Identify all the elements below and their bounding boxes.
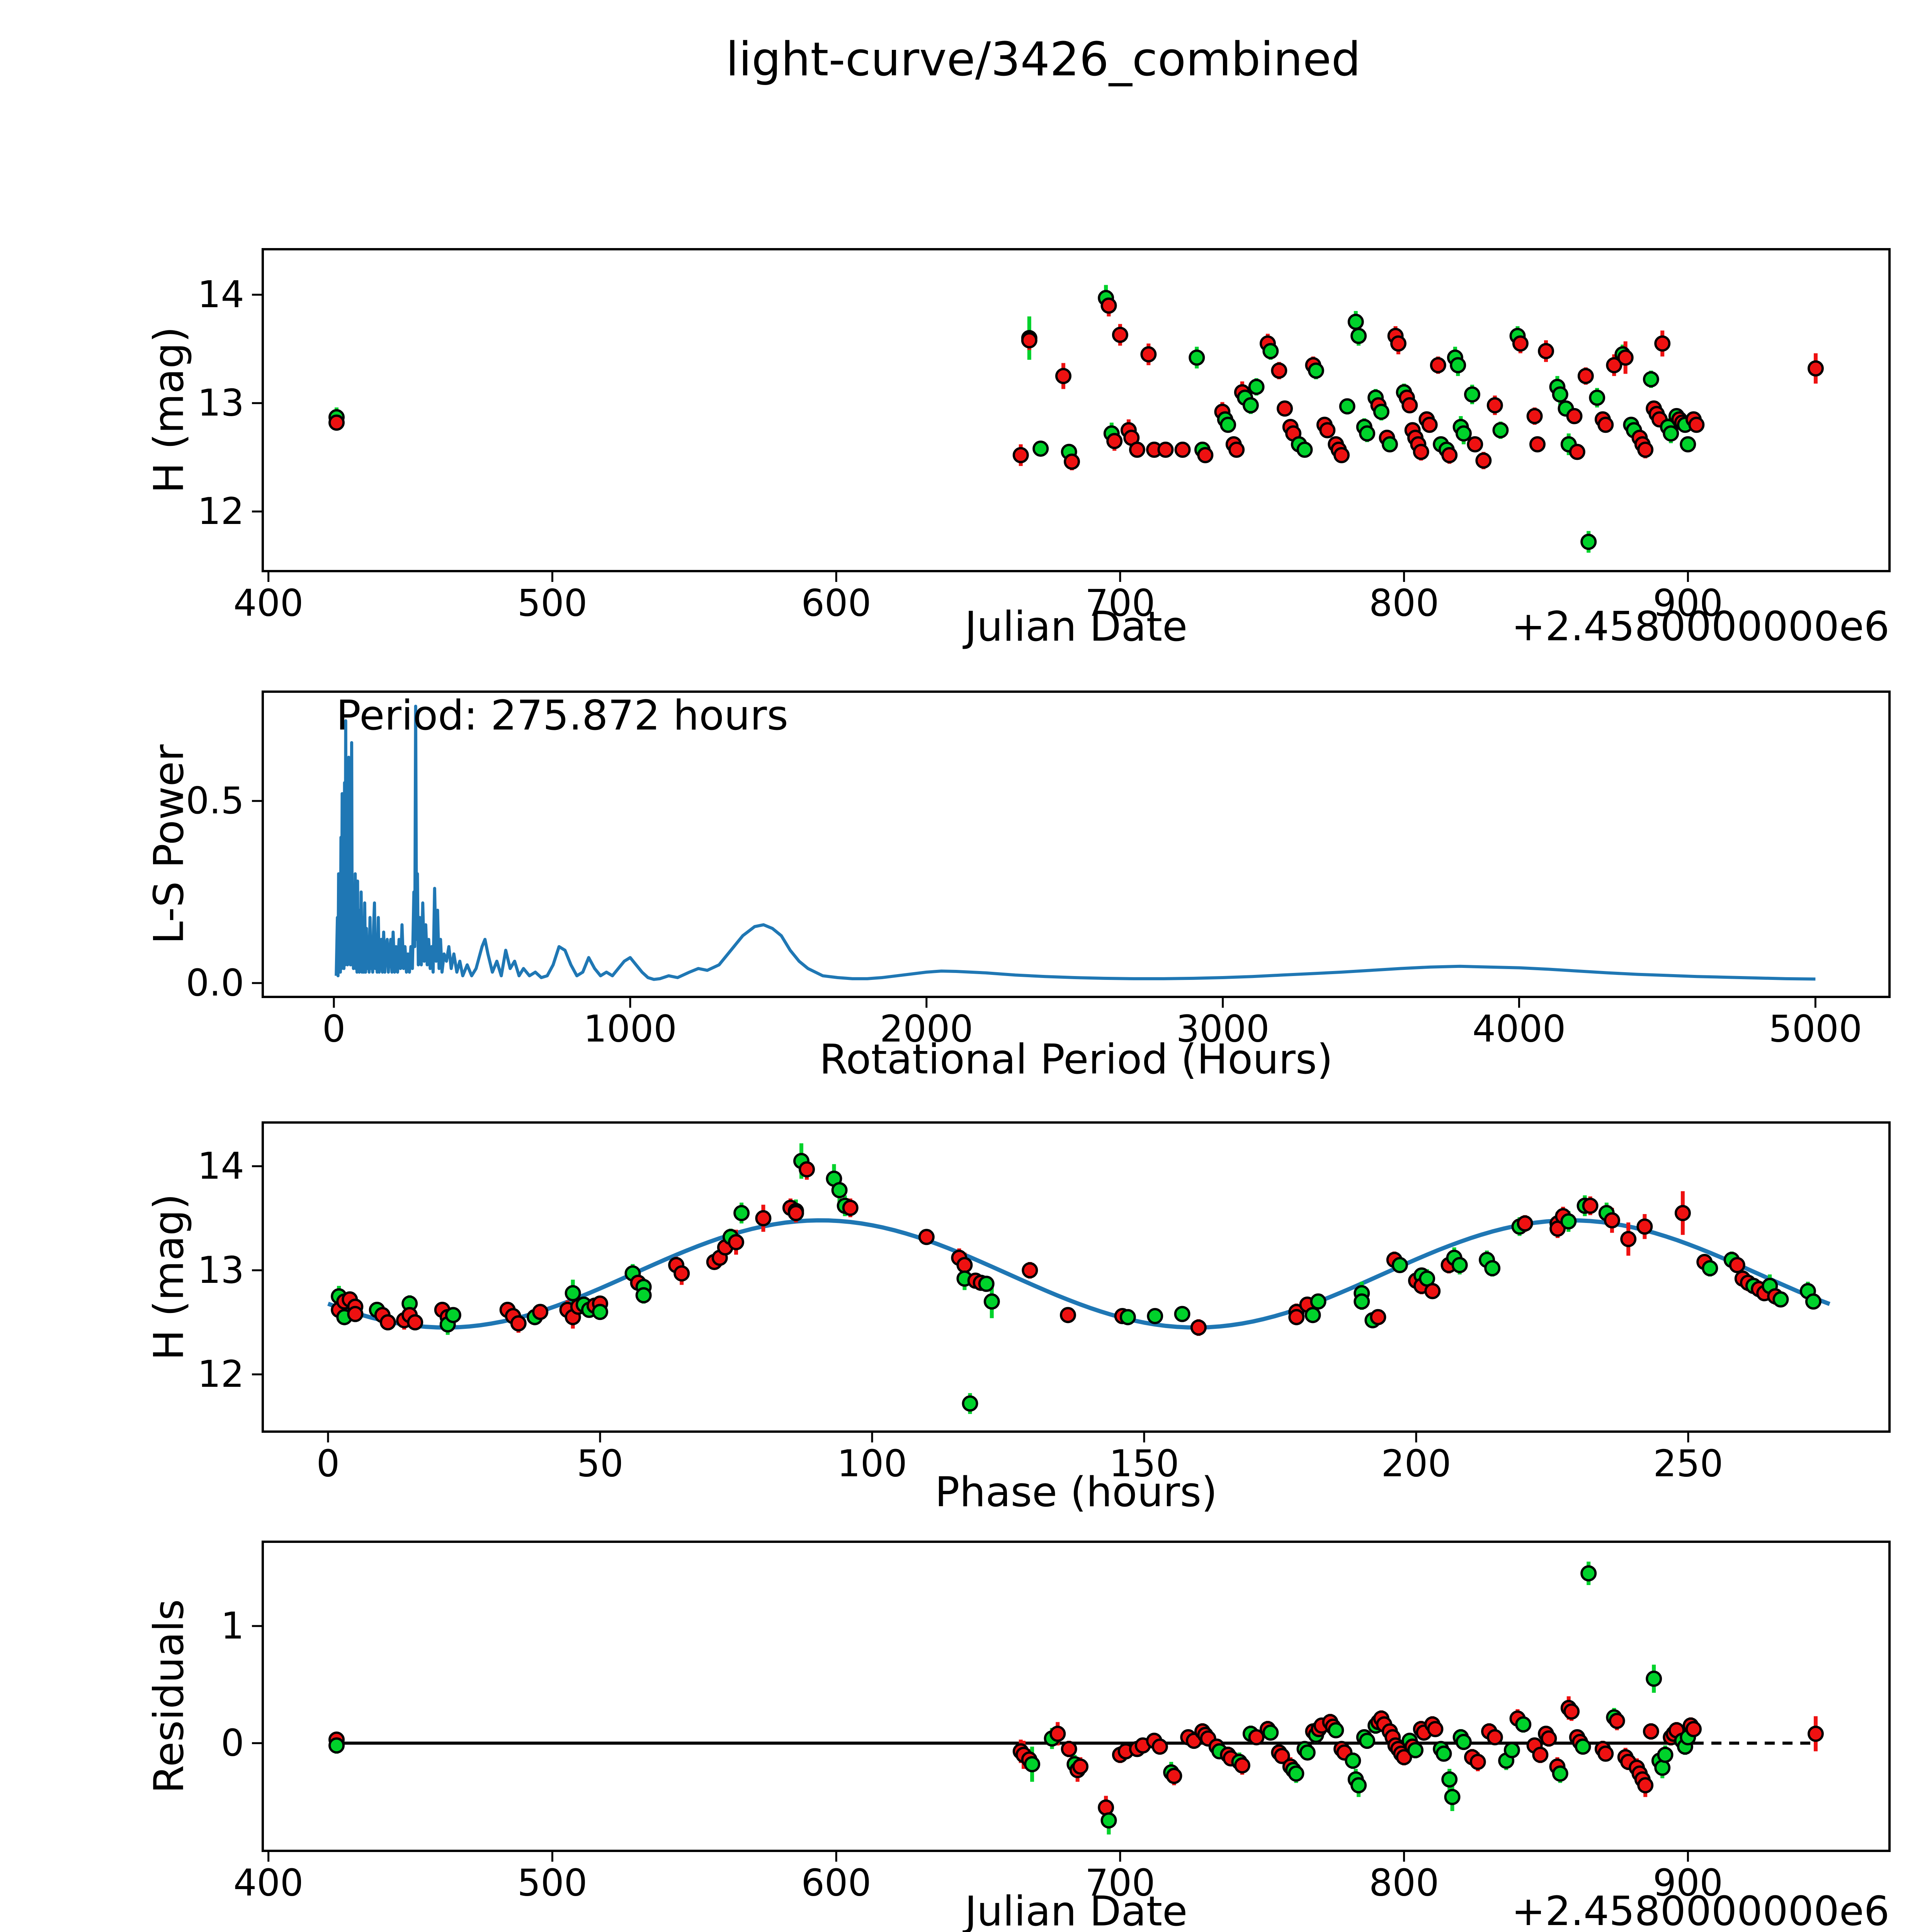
x-tick-label: 1000 xyxy=(583,1008,677,1051)
p3-ylabel: H (mag) xyxy=(145,1194,193,1361)
periodogram-annotation: Period: 275.872 hours xyxy=(336,692,788,739)
x-tick-label: 150 xyxy=(1109,1443,1179,1485)
x-tick-label: 500 xyxy=(517,1862,587,1905)
y-tick-label: 14 xyxy=(197,1145,244,1187)
panel-residuals-jd: 400 500 600 700 800 900 1 0 xyxy=(221,1541,1891,1905)
lightcurve-jd-plot-area xyxy=(328,285,1824,553)
panel-lightcurve-jd: 400 500 600 700 800 900 14 13 12 xyxy=(197,248,1891,625)
p4-xlabel: Julian Date xyxy=(964,1888,1188,1932)
p1-xlabel: Julian Date xyxy=(964,603,1188,650)
residuals-jd-error-bars xyxy=(335,1561,1818,1835)
phased-lightcurve-error-bars xyxy=(337,1143,1815,1414)
lightcurve-jd-markers xyxy=(328,290,1824,550)
lightcurve-jd-axes-frame xyxy=(262,248,1891,572)
x-tick-label: 200 xyxy=(1381,1443,1451,1485)
figure-title: light-curve/3426_combined xyxy=(726,33,1361,87)
phased-lightcurve-plot-area xyxy=(327,1143,1831,1414)
x-tick-label: 700 xyxy=(1085,1862,1155,1905)
periodogram-line xyxy=(335,704,1816,981)
x-tick-label: 600 xyxy=(801,582,871,625)
x-tick-label: 900 xyxy=(1653,582,1723,625)
residuals-jd-markers xyxy=(328,1565,1824,1829)
x-tick-label: 0 xyxy=(316,1443,340,1485)
p1-x-offset-label: +2.4580000000e6 xyxy=(1511,603,1889,650)
phased-lightcurve-axes-frame xyxy=(262,1121,1891,1433)
y-tick-label: 13 xyxy=(197,1249,244,1292)
residuals-jd-axes-frame xyxy=(262,1541,1891,1852)
x-tick-label: 0 xyxy=(322,1008,345,1051)
panel-periodogram: 0 1000 2000 3000 4000 5000 0.5 0.0 xyxy=(186,690,1891,1051)
x-tick-label: 400 xyxy=(233,1862,303,1905)
phased-lightcurve-markers xyxy=(331,1153,1821,1412)
x-tick-label: 500 xyxy=(517,582,587,625)
periodogram-plot-area xyxy=(335,704,1816,981)
p3-xlabel: Phase (hours) xyxy=(935,1468,1218,1516)
x-tick-label: 600 xyxy=(801,1862,871,1905)
x-tick-label: 100 xyxy=(837,1443,907,1485)
y-tick-label: 0.5 xyxy=(186,780,244,822)
x-tick-label: 400 xyxy=(233,582,303,625)
x-tick-label: 2000 xyxy=(880,1008,973,1051)
periodogram-axes-frame xyxy=(262,690,1891,998)
p4-x-offset-label: +2.4580000000e6 xyxy=(1511,1888,1889,1932)
y-tick-label: 13 xyxy=(197,382,244,425)
x-tick-label: 800 xyxy=(1369,582,1439,625)
panel-phased-lightcurve: 0 50 100 150 200 250 14 13 12 xyxy=(197,1121,1891,1485)
y-tick-label: 12 xyxy=(197,490,244,533)
x-tick-label: 800 xyxy=(1369,1862,1439,1905)
y-tick-label: 14 xyxy=(197,274,244,316)
residuals-jd-plot-area xyxy=(328,1561,1824,1835)
x-tick-label: 900 xyxy=(1653,1862,1723,1905)
p1-ylabel: H (mag) xyxy=(145,327,193,493)
x-tick-label: 50 xyxy=(577,1443,624,1485)
x-tick-label: 700 xyxy=(1085,582,1155,625)
y-tick-label: 1 xyxy=(221,1605,244,1647)
x-tick-label: 250 xyxy=(1653,1443,1723,1485)
y-tick-label: 12 xyxy=(197,1353,244,1396)
p2-xlabel: Rotational Period (Hours) xyxy=(819,1036,1333,1083)
x-tick-label: 4000 xyxy=(1473,1008,1566,1051)
fit-curve xyxy=(327,1218,1831,1330)
x-tick-label: 5000 xyxy=(1769,1008,1862,1051)
lightcurve-jd-error-bars xyxy=(335,285,1818,553)
p2-ylabel: L-S Power xyxy=(145,744,193,944)
x-tick-label: 3000 xyxy=(1176,1008,1270,1051)
y-tick-label: 0 xyxy=(221,1722,244,1765)
p4-ylabel: Residuals xyxy=(145,1599,193,1794)
y-tick-label: 0.0 xyxy=(186,962,244,1004)
